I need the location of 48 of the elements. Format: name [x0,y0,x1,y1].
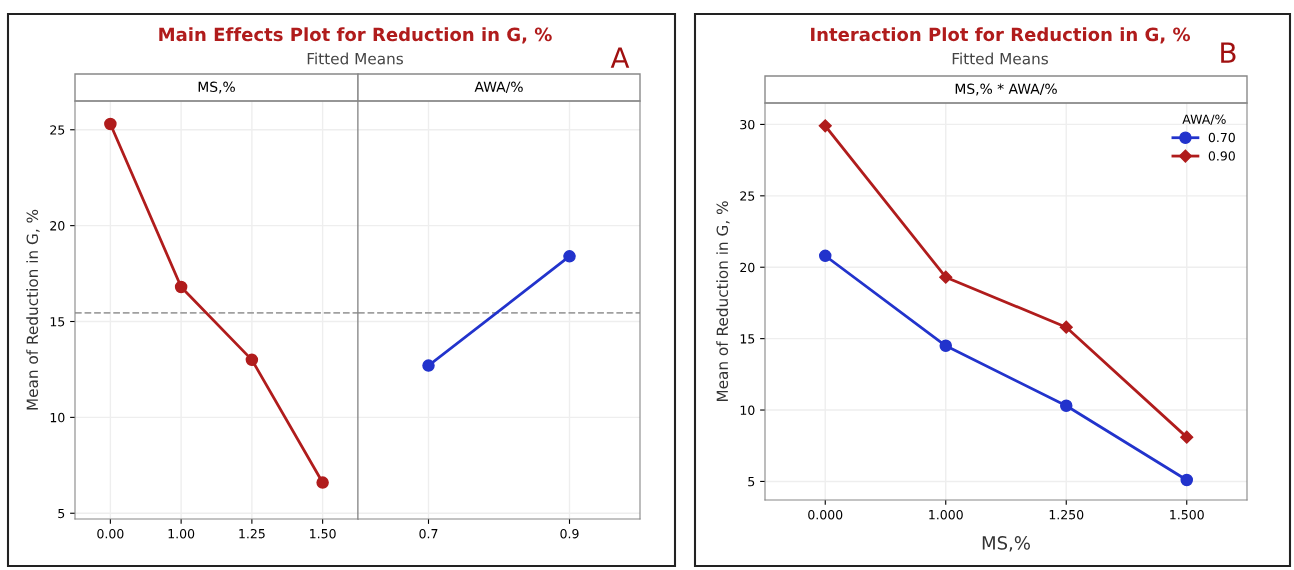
chart-subtitle: Fitted Means [952,52,1048,65]
point [104,117,117,131]
x-tick-label: 1.500 [1170,509,1204,520]
y-tick-label: 10 [740,405,755,415]
y-tick-label: 30 [740,119,755,130]
point [939,339,953,353]
y-tick-label: 25 [50,125,65,135]
y-tick-label: 15 [740,334,755,344]
point [1059,320,1073,334]
text: B [1221,42,1236,63]
x2-axis-title: AWA/% [474,81,523,94]
chart-title: Main Effects Plot for Reduction in G, % [159,27,552,44]
y-axis-title: Mean of Reduction in G, % [26,209,40,410]
y-tick-label: 5 [748,477,755,487]
point [174,280,188,294]
x-tick-label: 1.250 [1049,509,1084,520]
point [1059,399,1073,412]
x-axis-title: MS,% [982,536,1030,552]
point [818,119,832,133]
y-tick-label: 5 [58,508,65,519]
point [818,249,832,263]
x-tick-label: 1.25 [239,528,265,539]
x2-axis-title: MS,% * AWA/% [955,83,1057,96]
point [939,270,953,284]
x-tick-label: 0.000 [808,509,843,520]
legend-label: 0.70 [1208,132,1235,143]
point [1180,473,1194,487]
chart-subtitle: Fitted Means [307,52,403,65]
point [316,476,329,489]
x-tick-label: 0.9 [560,528,579,539]
y-axis-title: Mean of Reduction in G, % [716,201,730,402]
y-tick-label: 10 [50,412,65,423]
x-tick-label: 1.000 [929,509,963,520]
point [1180,430,1194,444]
point [245,353,259,367]
x-tick-label: 1.00 [168,528,195,539]
y-tick-label: 15 [50,317,65,327]
x-tick-label: 0.7 [419,528,438,539]
x-tick-label: 0.00 [97,528,124,539]
legend-title: AWA/% [1182,114,1226,125]
y-tick-label: 25 [740,191,755,201]
legend-label: 0.90 [1208,151,1235,161]
x2-axis-title: MS,% [198,81,235,94]
text: A [610,47,630,68]
x-tick-label: 1.50 [310,528,336,539]
y-tick-label: 20 [50,221,65,231]
y-tick-label: 20 [740,262,755,273]
chart-title: Interaction Plot for Reduction in G, % [811,27,1191,44]
